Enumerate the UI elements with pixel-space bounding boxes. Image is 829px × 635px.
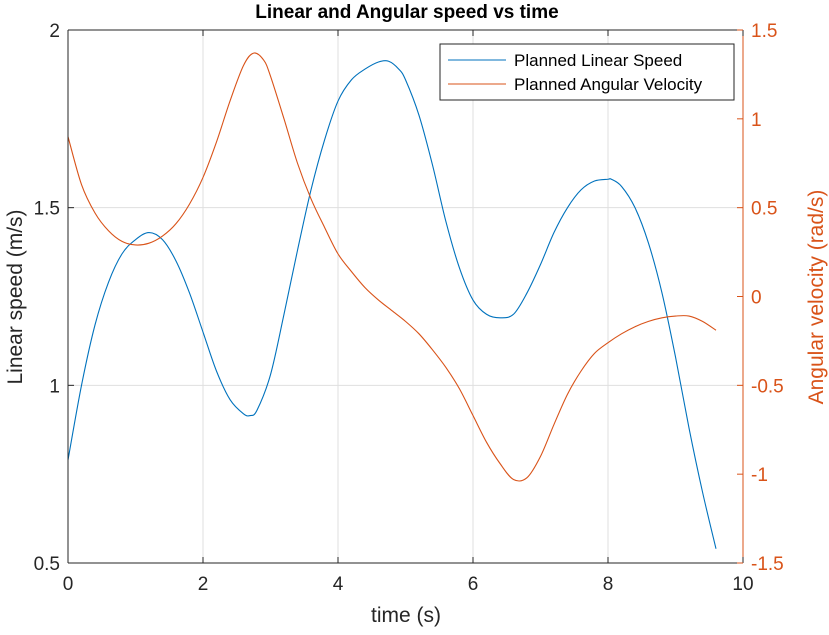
series-line-linear-speed bbox=[67, 60, 717, 549]
x-tick-label: 8 bbox=[603, 574, 614, 595]
y-tick-label-left: 0.5 bbox=[34, 554, 60, 575]
y-axis-label-left: Linear speed (m/s) bbox=[4, 209, 27, 384]
y-tick-label-right: 0.5 bbox=[751, 199, 777, 220]
x-tick-label: 4 bbox=[333, 574, 344, 595]
x-tick-label: 2 bbox=[198, 574, 209, 595]
series-line-angular-velocity bbox=[67, 52, 717, 482]
y-tick-label-right: -1 bbox=[751, 465, 768, 486]
legend-box bbox=[439, 43, 735, 101]
y-tick-label-right: -1.5 bbox=[751, 554, 784, 575]
legend-label: Planned Angular Velocity bbox=[514, 75, 703, 94]
x-tick-label: 0 bbox=[63, 574, 74, 595]
y-tick-label-right: 1.5 bbox=[751, 21, 777, 42]
y-tick-label-right: 1 bbox=[751, 110, 762, 131]
chart-title: Linear and Angular speed vs time bbox=[255, 2, 558, 23]
legend: Planned Linear Speed Planned Angular Velo… bbox=[439, 43, 735, 101]
y-tick-label-left: 2 bbox=[49, 21, 60, 42]
x-tick-label: 10 bbox=[732, 574, 753, 595]
x-axis-label: time (s) bbox=[371, 604, 441, 627]
grid-layer bbox=[68, 30, 743, 563]
y-axis-label-right: Angular velocity (rad/s) bbox=[805, 190, 828, 405]
series-layer bbox=[67, 52, 717, 549]
axes-layer: 0 2 4 6 8 100.511.52-1.5-1-0.500.511.5 bbox=[34, 21, 784, 595]
x-tick-label: 6 bbox=[468, 574, 479, 595]
legend-label: Planned Linear Speed bbox=[514, 51, 682, 70]
y-tick-label-right: 0 bbox=[751, 288, 762, 309]
y-tick-label-left: 1.5 bbox=[34, 199, 60, 220]
y-tick-label-right: -0.5 bbox=[751, 376, 784, 397]
y-tick-label-left: 1 bbox=[49, 376, 60, 397]
plot-area bbox=[68, 30, 743, 563]
